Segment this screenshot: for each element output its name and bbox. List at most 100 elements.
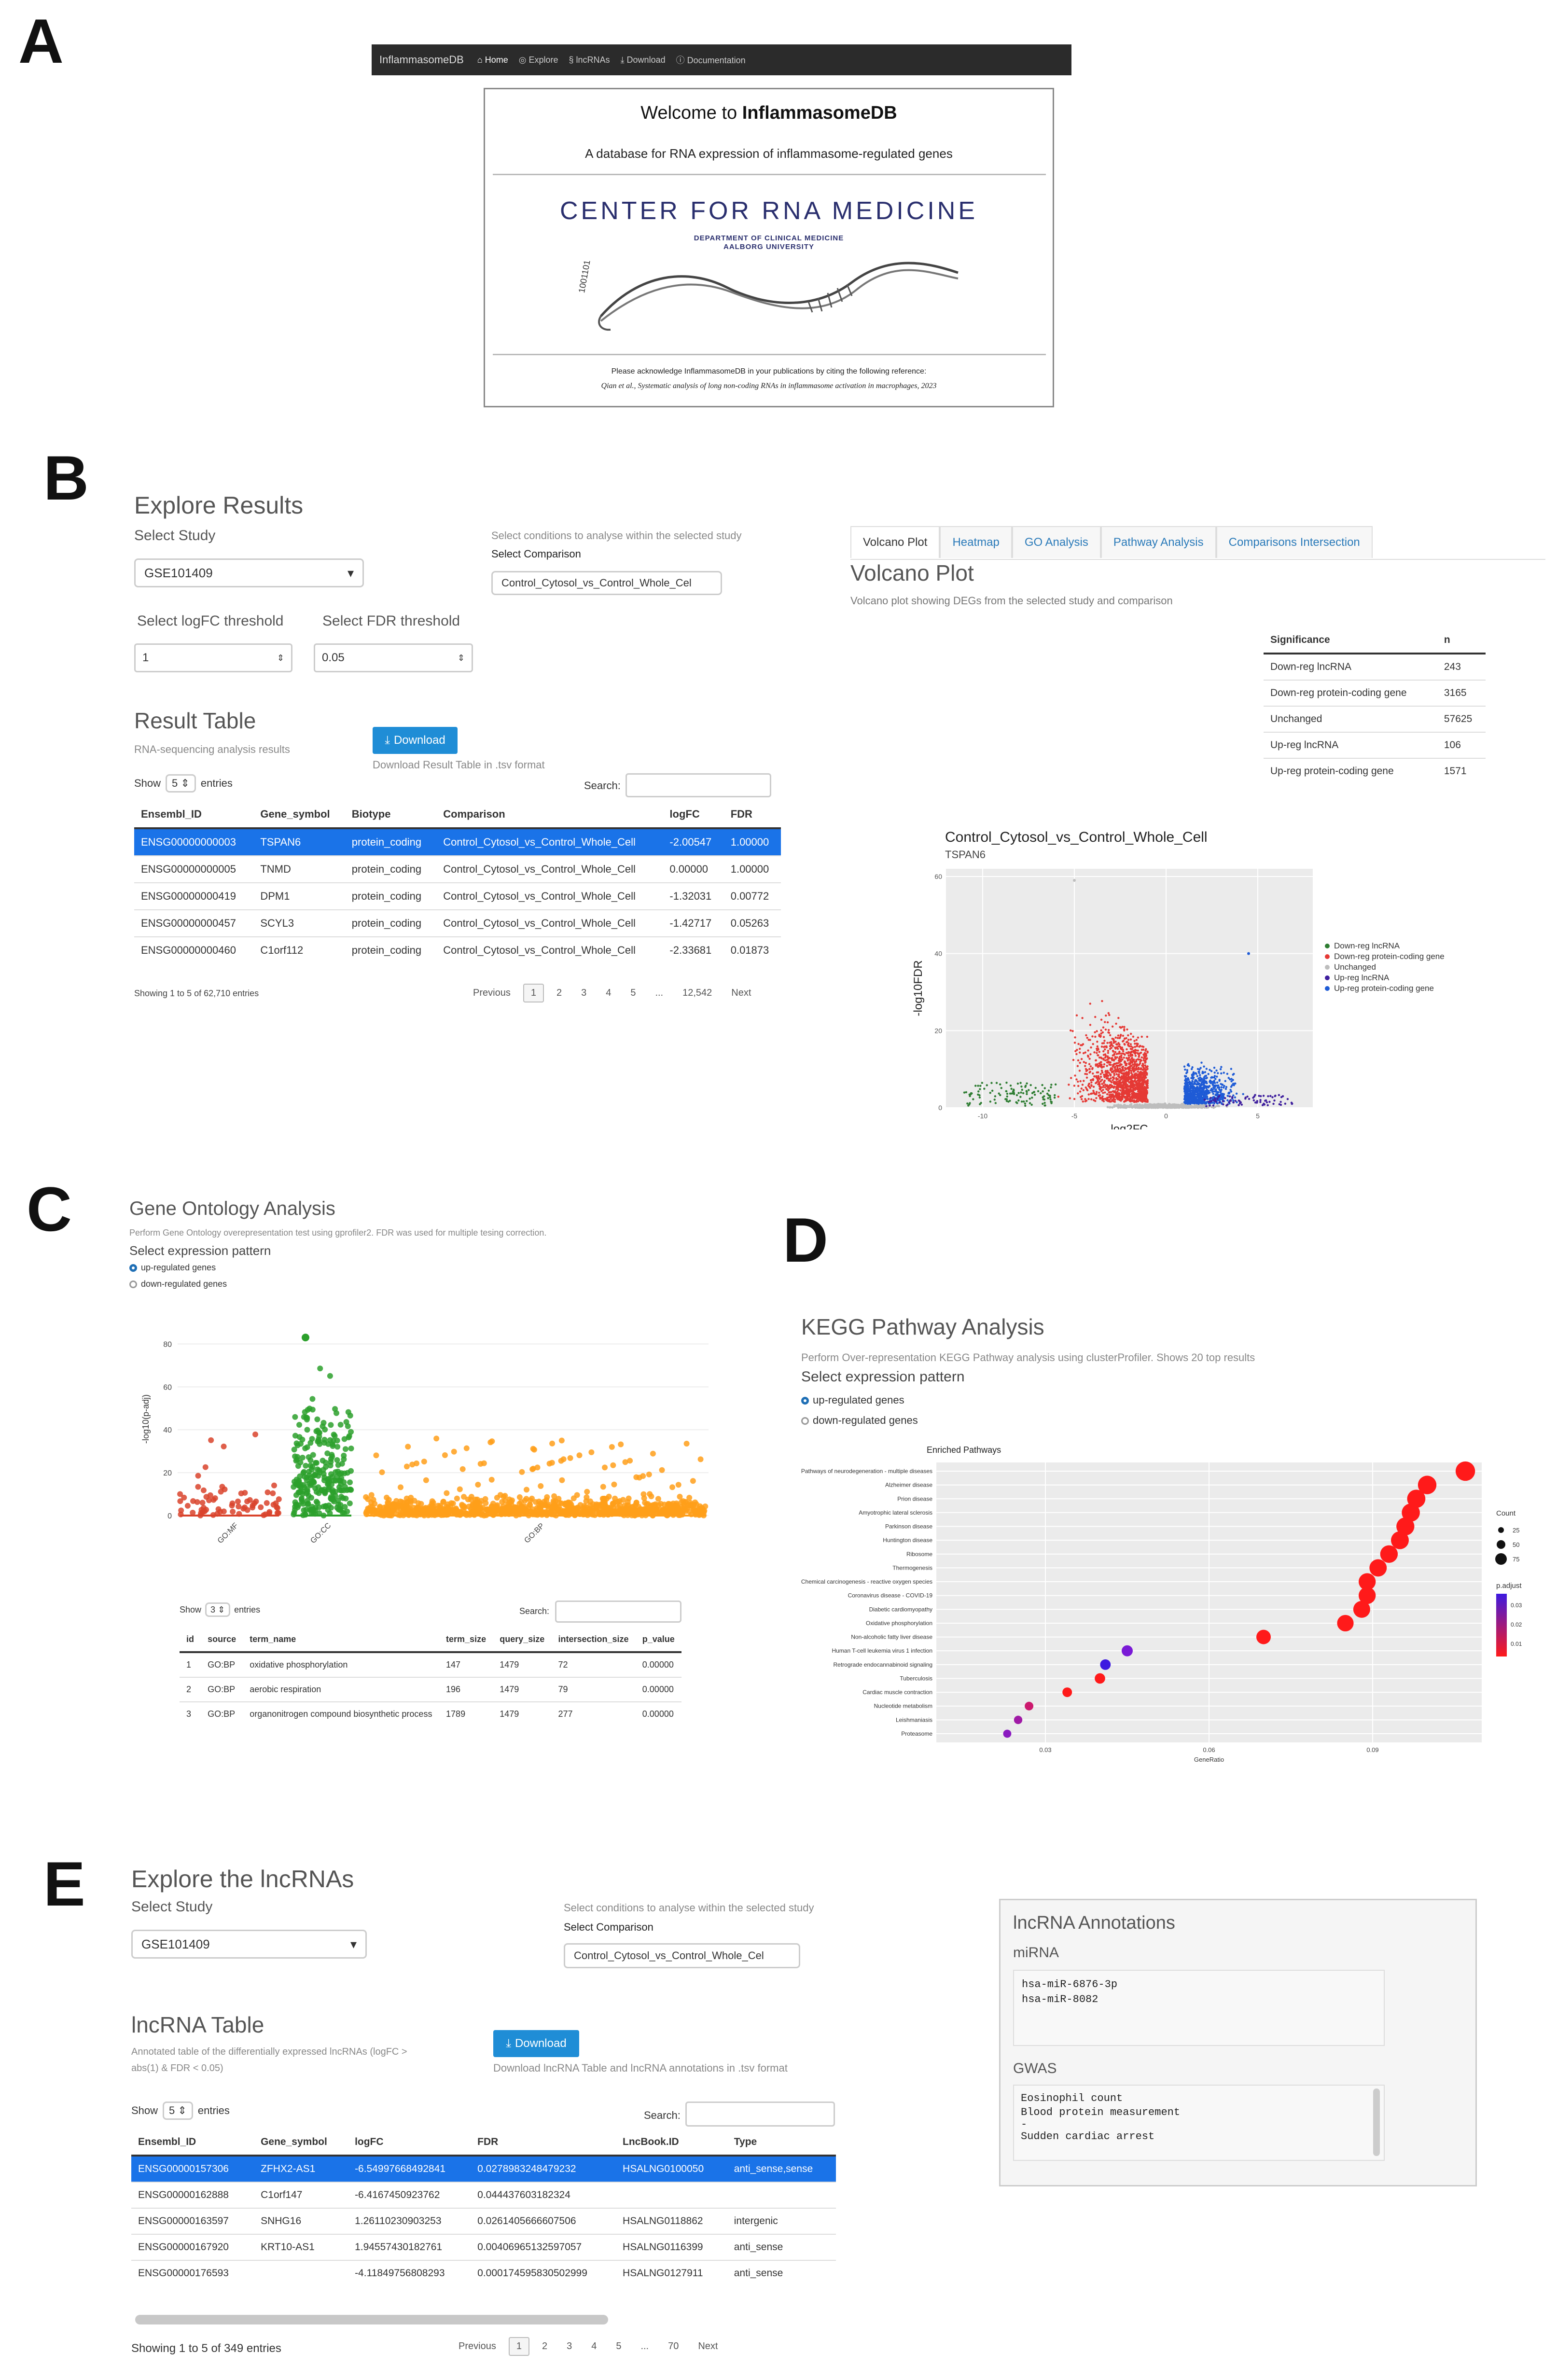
study-select[interactable]: GSE101409 ▾ (134, 558, 364, 587)
lncrna-download-button[interactable]: ⤓ Download (493, 2030, 579, 2057)
search-input[interactable] (626, 773, 771, 797)
go-row[interactable]: 1 GO:BP oxidative phosphorylation 147 1479 72… (180, 1652, 681, 1677)
result-row[interactable]: ENSG00000000460 C1orf112 protein_coding Con… (134, 936, 781, 963)
result-row[interactable]: ENSG00000000003 TSPAN6 protein_coding Contr… (134, 828, 781, 856)
pager-item[interactable]: 3 (567, 2341, 572, 2352)
stepper-icon[interactable]: ⇕ (277, 653, 284, 663)
lncrna-row[interactable]: ENSG00000157306 ZFHX2-AS1 -6.5499766849284… (131, 2155, 836, 2182)
radio-selected-icon[interactable] (129, 1264, 137, 1272)
pager-item[interactable]: Next (731, 988, 751, 998)
column-header[interactable]: Ensembl_ID (131, 2129, 254, 2157)
pager-item[interactable]: 4 (606, 988, 612, 998)
kegg-option-down[interactable]: down-regulated genes (801, 1414, 918, 1427)
column-header[interactable]: Gene_symbol (254, 2129, 348, 2157)
gwas-scrollbar[interactable] (1373, 2088, 1380, 2156)
fdr-input[interactable]: 0.05 ⇕ (314, 643, 473, 672)
tab-volcano-plot[interactable]: Volcano Plot (850, 526, 940, 558)
kegg-option-up[interactable]: up-regulated genes (801, 1394, 904, 1406)
pager-item[interactable]: Previous (473, 988, 511, 998)
column-header[interactable]: id (180, 1628, 201, 1653)
result-row[interactable]: ENSG00000000419 DPM1 protein_coding Control… (134, 882, 781, 910)
stepper-icon[interactable]: ⇕ (457, 653, 465, 663)
tab-pathway-analysis[interactable]: Pathway Analysis (1100, 526, 1216, 558)
pager-item[interactable]: 3 (581, 988, 587, 998)
go-option-down[interactable]: down-regulated genes (129, 1279, 227, 1289)
horizontal-scrollbar[interactable] (135, 2315, 608, 2324)
go-entries-select[interactable]: 3 ⇕ (205, 1602, 231, 1617)
column-header[interactable]: Comparison (436, 801, 663, 829)
pager-item[interactable]: 2 (556, 988, 562, 998)
entries-select[interactable]: 5 ⇕ (166, 774, 196, 793)
table-cell: 3165 (1437, 680, 1486, 706)
pager-item[interactable]: 1 (508, 2337, 529, 2356)
radio-icon[interactable] (801, 1417, 809, 1425)
pager-item[interactable]: 70 (668, 2341, 679, 2352)
pager-item[interactable]: 12,542 (682, 988, 712, 998)
go-option-up[interactable]: up-regulated genes (129, 1263, 216, 1273)
column-header[interactable]: Significance (1264, 627, 1437, 654)
pager-item[interactable]: 1 (523, 984, 544, 1002)
significance-row[interactable]: Up-reg lncRNA 106 (1264, 732, 1486, 758)
column-header[interactable]: p_value (635, 1628, 681, 1653)
pager-item[interactable]: ... (655, 988, 664, 998)
radio-icon[interactable] (129, 1280, 137, 1289)
column-header[interactable]: FDR (471, 2129, 616, 2157)
nav-documentation[interactable]: ⓘ Documentation (676, 56, 746, 65)
column-header[interactable]: n (1437, 627, 1486, 654)
nav-explore[interactable]: ◎ Explore (518, 55, 558, 65)
lncrna-row[interactable]: ENSG00000162888 C1orf147 -6.4167450923762 0… (131, 2182, 836, 2208)
tab-comparisons-intersection[interactable]: Comparisons Intersection (1216, 526, 1373, 558)
lncrna-row[interactable]: ENSG00000163597 SNHG16 1.26110230903253 0.0… (131, 2208, 836, 2234)
significance-row[interactable]: Down-reg protein-coding gene 3165 (1264, 680, 1486, 706)
column-header[interactable]: Ensembl_ID (134, 801, 254, 829)
pager-item[interactable]: ... (640, 2341, 649, 2352)
significance-row[interactable]: Down-reg lncRNA 243 (1264, 653, 1486, 680)
column-header[interactable]: LncBook.ID (616, 2129, 727, 2157)
nav-download[interactable]: ⤓ Download (620, 55, 666, 65)
go-search-input[interactable] (555, 1601, 681, 1623)
download-button[interactable]: ⤓ Download (373, 727, 458, 754)
column-header[interactable]: logFC (663, 801, 724, 829)
gwas-box[interactable]: Eosinophil count Blood protein measureme… (1013, 2085, 1385, 2161)
comparison-select[interactable]: Control_Cytosol_vs_Control_Whole_Cel (491, 571, 722, 595)
go-row[interactable]: 3 GO:BP organonitrogen compound biosynthet… (180, 1701, 681, 1726)
column-header[interactable]: FDR (723, 801, 781, 829)
tab-heatmap[interactable]: Heatmap (940, 526, 1012, 558)
column-header[interactable]: intersection_size (551, 1628, 636, 1653)
lncrna-entries-select[interactable]: 5 ⇕ (163, 2102, 193, 2120)
column-header[interactable]: logFC (348, 2129, 471, 2157)
go-row[interactable]: 2 GO:BP aerobic respiration 196 1479 79 0.0000… (180, 1677, 681, 1702)
column-header[interactable]: term_size (439, 1628, 493, 1653)
point-down-coding (1119, 1079, 1122, 1082)
significance-row[interactable]: Unchanged 57625 (1264, 706, 1486, 732)
radio-selected-icon[interactable] (801, 1397, 809, 1405)
pager-item[interactable]: 4 (591, 2341, 597, 2352)
column-header[interactable]: term_name (243, 1628, 440, 1653)
logfc-input[interactable]: 1 ⇕ (134, 643, 292, 672)
go-term-point (433, 1435, 440, 1442)
tab-go-analysis[interactable]: GO Analysis (1012, 526, 1101, 558)
column-header[interactable]: Type (727, 2129, 836, 2157)
pager-item[interactable]: Previous (459, 2341, 496, 2352)
lncrna-comparison-select[interactable]: Control_Cytosol_vs_Control_Whole_Cel (564, 1943, 800, 1968)
column-header[interactable]: Gene_symbol (253, 801, 345, 829)
mirna-box[interactable]: hsa-miR-6876-3p hsa-miR-8082 (1013, 1970, 1385, 2046)
result-row[interactable]: ENSG00000000457 SCYL3 protein_coding Contro… (134, 909, 781, 937)
pager-item[interactable]: Next (698, 2341, 718, 2352)
column-header[interactable]: source (201, 1628, 243, 1653)
nav-lncrnas[interactable]: § lncRNAs (569, 55, 610, 65)
pager-item[interactable]: 5 (616, 2341, 622, 2352)
column-header[interactable]: query_size (493, 1628, 552, 1653)
point-down-coding (1105, 1072, 1107, 1075)
navbar-brand[interactable]: InflammasomeDB (379, 54, 464, 66)
lncrna-study-select[interactable]: GSE101409 ▾ (131, 1930, 367, 1959)
significance-row[interactable]: Up-reg protein-coding gene 1571 (1264, 758, 1486, 784)
lncrna-search-input[interactable] (685, 2102, 835, 2127)
pager-item[interactable]: 5 (630, 988, 636, 998)
lncrna-row[interactable]: ENSG00000167920 KRT10-AS1 1.94557430182761… (131, 2234, 836, 2260)
pager-item[interactable]: 2 (542, 2341, 548, 2352)
result-row[interactable]: ENSG00000000005 TNMD protein_coding Control… (134, 855, 781, 883)
lncrna-row[interactable]: ENSG00000176593 -4.11849756808293 0.000174… (131, 2260, 836, 2286)
column-header[interactable]: Biotype (345, 801, 437, 829)
nav-home[interactable]: ⌂ Home (477, 55, 508, 65)
